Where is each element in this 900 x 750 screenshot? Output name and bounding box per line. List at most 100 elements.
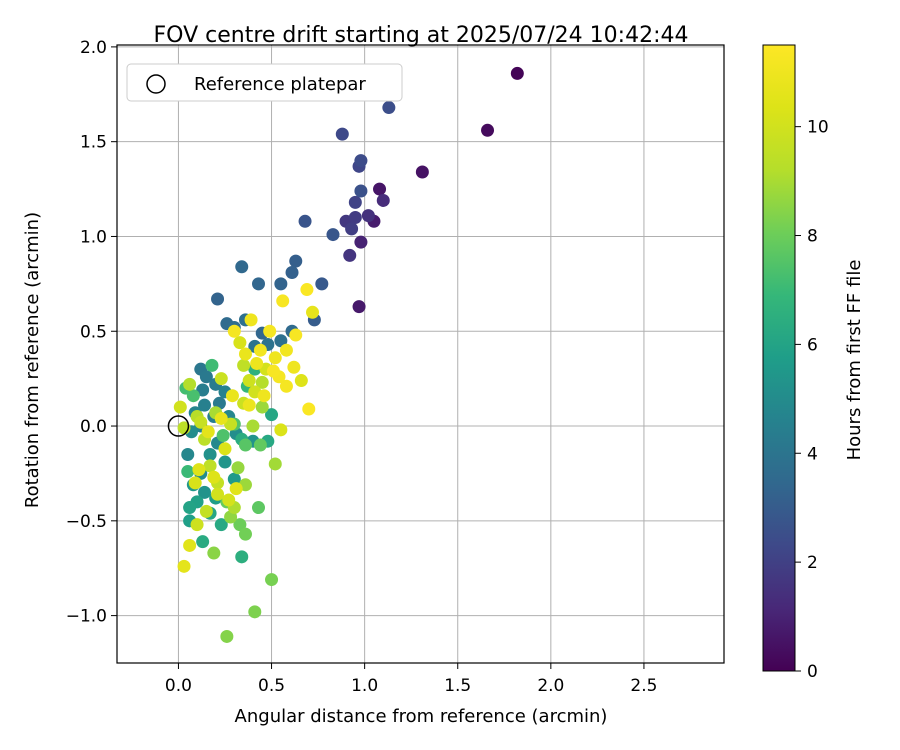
scatter-point (218, 455, 232, 469)
scatter-point (248, 605, 262, 619)
scatter-point (255, 375, 269, 389)
colorbar-tick-label: 6 (807, 335, 818, 355)
y-tick-label: −0.5 (66, 512, 107, 532)
y-tick-label: 2.0 (80, 38, 107, 58)
scatter-point (222, 493, 236, 507)
scatter-point (289, 328, 303, 342)
colorbar-tick-label: 0 (807, 662, 818, 682)
scatter-point (257, 389, 271, 403)
legend-box (126, 63, 403, 102)
colorbar-tick-label: 10 (807, 118, 829, 138)
scatter-point (244, 313, 258, 327)
scatter-point (192, 463, 206, 477)
scatter-point (238, 527, 252, 541)
scatter-point (285, 265, 299, 279)
scatter-point (252, 277, 266, 291)
scatter-point (181, 447, 195, 461)
colorbar-tick-label: 8 (807, 227, 818, 247)
chart-title: FOV centre drift starting at 2025/07/24 … (154, 23, 689, 48)
scatter-point (274, 334, 288, 348)
x-axis-label: Angular distance from reference (arcmin) (235, 706, 608, 727)
scatter-point (376, 193, 390, 207)
scatter-point (235, 550, 249, 564)
colorbar-gradient (762, 44, 796, 672)
scatter-point (300, 283, 314, 297)
scatter-point (181, 465, 195, 479)
scatter-point (199, 370, 213, 384)
scatter-point (214, 372, 228, 386)
y-axis-label: Rotation from reference (arcmin) (22, 212, 43, 508)
x-tick-label: 2.0 (537, 676, 564, 696)
scatter-point (348, 211, 362, 225)
scatter-point (194, 415, 208, 429)
scatter-point (207, 470, 221, 484)
scatter-point (289, 254, 303, 268)
scatter-point (279, 343, 293, 357)
scatter-point (263, 324, 277, 338)
scatter-point (253, 438, 267, 452)
scatter-point (252, 501, 266, 515)
scatter-point (201, 425, 215, 439)
scatter-point (274, 423, 288, 437)
scatter-point (224, 417, 238, 431)
scatter-point (510, 66, 524, 80)
scatter-point (173, 400, 187, 414)
x-tick-label: 1.0 (351, 676, 378, 696)
scatter-point (233, 336, 247, 350)
scatter-point (211, 292, 225, 306)
scatter-point (343, 248, 357, 262)
x-tick-label: 1.5 (444, 676, 471, 696)
x-tick-label: 0.5 (258, 676, 285, 696)
scatter-point (238, 347, 252, 361)
scatter-point (190, 518, 204, 532)
scatter-point (183, 501, 197, 515)
scatter-point (354, 235, 368, 249)
scatter-point (214, 518, 228, 532)
scatter-point (335, 127, 349, 141)
scatter-point (235, 260, 249, 274)
legend-label-reference: Reference platepar (194, 74, 366, 95)
scatter-point (352, 300, 366, 314)
grid-lines (117, 45, 724, 663)
scatter-point (274, 277, 288, 291)
scatter-point (183, 377, 197, 391)
scatter-point (265, 408, 279, 422)
scatter-point (250, 356, 264, 370)
scatter-point (265, 573, 279, 587)
scatter-point (345, 222, 359, 236)
scatter-point (207, 546, 221, 560)
scatter-point (287, 360, 301, 374)
scatter-point (196, 535, 210, 549)
plot-frame (116, 44, 725, 664)
scatter-point (220, 629, 234, 643)
x-axis-ticks: 0.0 0.5 1.0 1.5 2.0 2.5 (165, 663, 657, 696)
colorbar: 0 2 4 6 8 10 Hours from first FF file (762, 44, 865, 682)
scatter-point (253, 343, 267, 357)
colorbar-ticks: 0 2 4 6 8 10 (795, 118, 829, 682)
y-tick-label: −1.0 (66, 607, 107, 627)
scatter-point (198, 485, 212, 499)
scatter-point (177, 559, 191, 573)
scatter-point (233, 518, 247, 532)
scatter-point (348, 195, 362, 209)
scatter-point (268, 457, 282, 471)
scatter-point (354, 184, 368, 198)
scatter-point (373, 182, 387, 196)
scatter-point (255, 400, 269, 414)
scatter-point (238, 438, 252, 452)
scatter-point (242, 398, 256, 412)
scatter-point (186, 389, 200, 403)
colorbar-label: Hours from first FF file (844, 260, 865, 461)
y-axis-ticks: −1.0 −0.5 0.0 0.5 1.0 1.5 2.0 (66, 38, 117, 627)
scatter-point (361, 209, 375, 223)
scatter-point (205, 358, 219, 372)
scatter-point (183, 538, 197, 552)
scatter-point (268, 351, 282, 365)
scatter-point (302, 402, 316, 416)
plot-background (117, 45, 724, 663)
y-tick-label: 0.0 (80, 417, 107, 437)
scatter-point (266, 364, 280, 378)
y-tick-label: 0.5 (80, 322, 107, 342)
x-tick-label: 0.0 (165, 676, 192, 696)
